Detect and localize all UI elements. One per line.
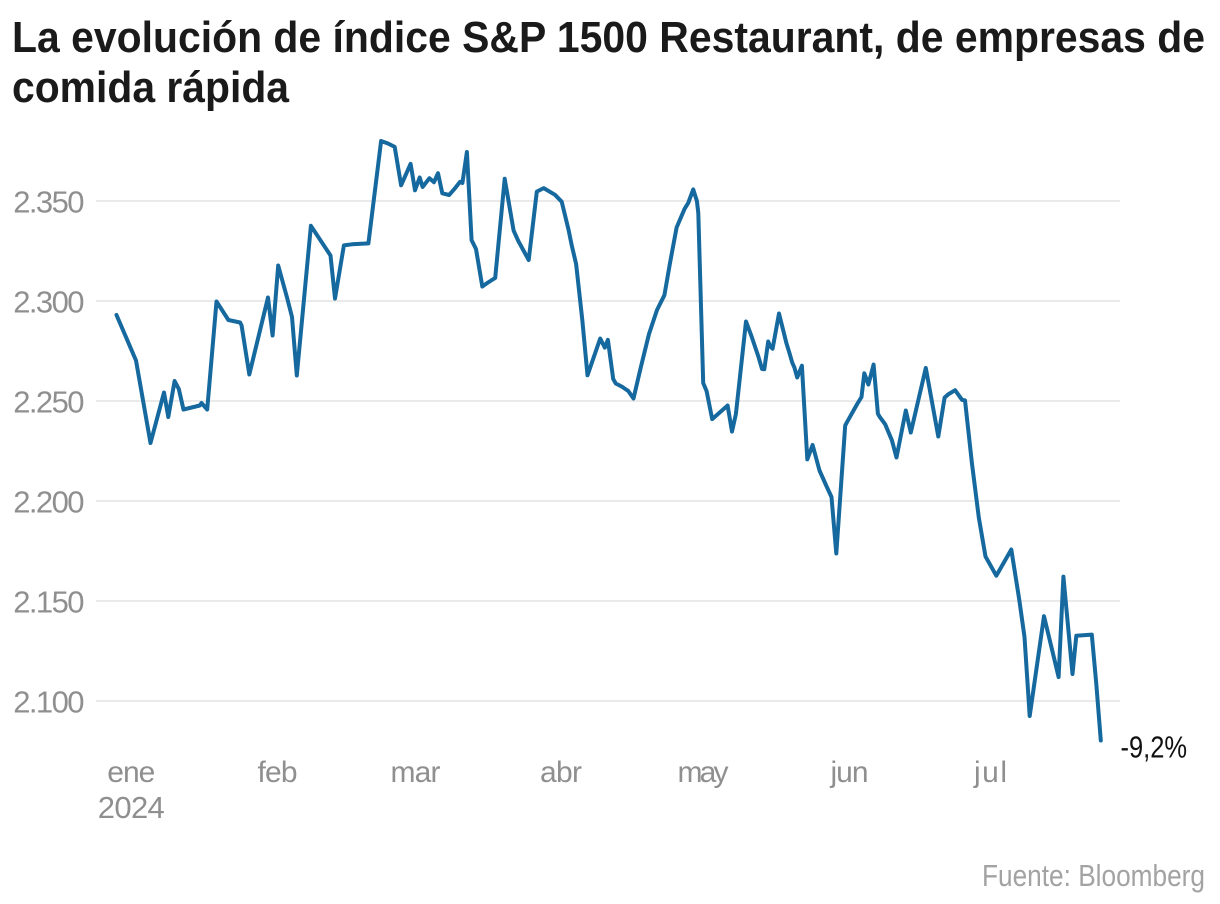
svg-text:2024: 2024 (98, 790, 165, 825)
svg-text:mar: mar (391, 756, 441, 789)
svg-text:2.300: 2.300 (13, 284, 84, 319)
svg-text:comida rápida: comida rápida (12, 63, 289, 112)
svg-text:2.250: 2.250 (13, 384, 84, 419)
svg-text:2.150: 2.150 (13, 584, 84, 619)
svg-text:ene: ene (107, 756, 155, 789)
svg-text:La evolución de índice S&P 150: La evolución de índice S&P 1500 Restaura… (12, 13, 1205, 62)
svg-text:-9,2%: -9,2% (1121, 730, 1188, 765)
svg-text:2.200: 2.200 (13, 484, 84, 519)
svg-text:2.100: 2.100 (13, 684, 84, 719)
svg-text:jul: jul (973, 756, 1007, 789)
svg-text:feb: feb (258, 756, 298, 789)
svg-text:may: may (678, 756, 729, 789)
svg-text:2.350: 2.350 (13, 184, 84, 219)
svg-text:Fuente: Bloomberg: Fuente: Bloomberg (982, 858, 1205, 893)
svg-text:jun: jun (830, 756, 869, 789)
svg-text:abr: abr (540, 756, 582, 789)
